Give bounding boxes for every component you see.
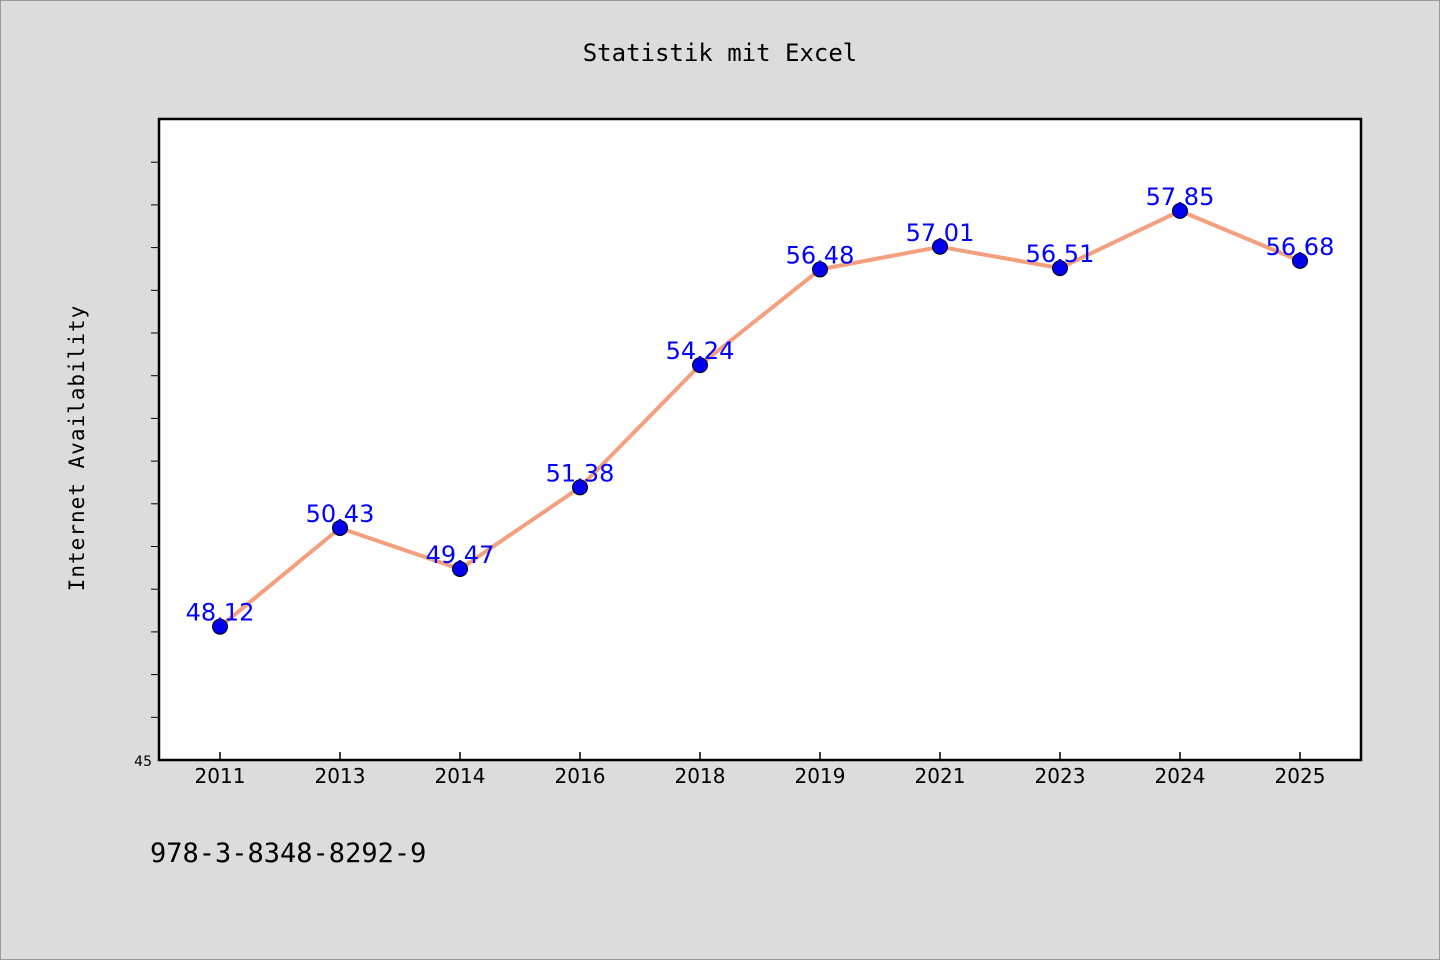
data-label: 57.01 bbox=[906, 219, 975, 247]
data-point bbox=[1292, 252, 1308, 269]
data-point bbox=[332, 519, 348, 536]
data-point bbox=[1172, 202, 1188, 219]
data-markers bbox=[212, 202, 1308, 635]
data-point bbox=[572, 479, 588, 496]
x-tick-label: 2014 bbox=[435, 764, 486, 788]
y-axis-label: Internet Availability bbox=[65, 305, 89, 592]
data-label: 50.43 bbox=[306, 500, 375, 528]
data-label: 57.85 bbox=[1146, 183, 1215, 211]
x-tick-label: 2023 bbox=[1035, 764, 1086, 788]
isbn-text: 978-3-8348-8292-9 bbox=[150, 838, 426, 869]
data-point bbox=[1052, 260, 1068, 277]
x-tick-label: 2021 bbox=[915, 764, 966, 788]
series-line bbox=[218, 208, 1301, 629]
x-tick-label: 2018 bbox=[675, 764, 726, 788]
x-tick-label: 2025 bbox=[1275, 764, 1326, 788]
data-label: 54.24 bbox=[666, 337, 735, 365]
data-label: 48.12 bbox=[186, 599, 255, 627]
y-axis-ticks bbox=[151, 161, 159, 718]
chart-title: Statistik mit Excel bbox=[583, 39, 858, 67]
x-tick-label: 2019 bbox=[795, 764, 846, 788]
plot-area bbox=[157, 117, 1363, 762]
data-labels: 48.12 50.43 49.47 51.38 54.24 56.48 57.01 56.51… bbox=[186, 183, 1335, 627]
data-label: 49.47 bbox=[426, 541, 495, 569]
data-label: 56.48 bbox=[786, 241, 855, 269]
y-axis-min-label: 45 bbox=[134, 754, 152, 770]
data-point bbox=[812, 261, 828, 278]
data-point bbox=[692, 357, 708, 374]
data-point bbox=[932, 238, 948, 255]
data-label: 51.38 bbox=[546, 459, 615, 487]
x-axis-ticks: 2011 2013 2014 2016 2018 2019 2021 2023 2024 2025 bbox=[195, 752, 1326, 788]
x-tick-label: 2016 bbox=[555, 764, 606, 788]
data-label: 56.51 bbox=[1026, 240, 1095, 268]
x-tick-label: 2013 bbox=[315, 764, 366, 788]
data-point bbox=[452, 560, 468, 577]
data-label: 56.68 bbox=[1266, 233, 1335, 261]
x-tick-label: 2024 bbox=[1155, 764, 1206, 788]
data-point bbox=[212, 618, 228, 635]
x-tick-label: 2011 bbox=[195, 764, 246, 788]
